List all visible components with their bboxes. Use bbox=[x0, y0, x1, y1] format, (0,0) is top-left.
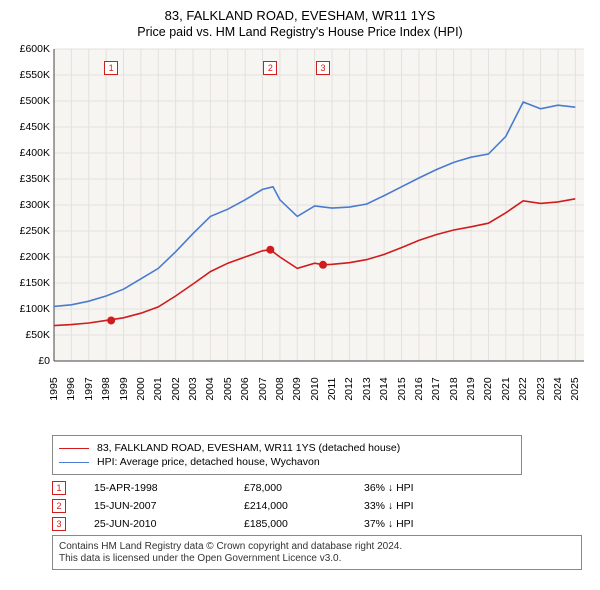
y-tick-label: £0 bbox=[12, 355, 50, 367]
sale-price: £214,000 bbox=[244, 500, 364, 512]
x-tick-label: 2000 bbox=[135, 377, 147, 400]
chart-sale-marker: 1 bbox=[104, 61, 118, 75]
y-tick-label: £100K bbox=[12, 303, 50, 315]
x-tick-label: 1998 bbox=[100, 377, 112, 400]
legend-swatch bbox=[59, 462, 89, 463]
chart-sale-marker: 2 bbox=[263, 61, 277, 75]
legend-label: HPI: Average price, detached house, Wych… bbox=[97, 456, 320, 468]
y-tick-label: £200K bbox=[12, 251, 50, 263]
x-tick-label: 2010 bbox=[309, 377, 321, 400]
x-tick-label: 2001 bbox=[152, 377, 164, 400]
x-tick-label: 2024 bbox=[552, 377, 564, 400]
legend-item: HPI: Average price, detached house, Wych… bbox=[59, 456, 515, 468]
x-tick-label: 2023 bbox=[535, 377, 547, 400]
sale-date: 15-APR-1998 bbox=[94, 482, 244, 494]
x-tick-label: 2002 bbox=[170, 377, 182, 400]
chart-subtitle: Price paid vs. HM Land Registry's House … bbox=[12, 25, 588, 39]
sales-table: 1 15-APR-1998£78,00036% ↓ HPI 2 15-JUN-2007… bbox=[52, 481, 588, 531]
chart-title: 83, FALKLAND ROAD, EVESHAM, WR11 1YS bbox=[12, 8, 588, 23]
x-tick-label: 2018 bbox=[448, 377, 460, 400]
x-tick-label: 1995 bbox=[48, 377, 60, 400]
x-tick-label: 1997 bbox=[83, 377, 95, 400]
sales-row: 2 15-JUN-2007£214,00033% ↓ HPI bbox=[52, 499, 588, 513]
x-tick-label: 1999 bbox=[118, 377, 130, 400]
sale-date: 15-JUN-2007 bbox=[94, 500, 244, 512]
y-tick-label: £450K bbox=[12, 121, 50, 133]
y-tick-label: £550K bbox=[12, 69, 50, 81]
legend-label: 83, FALKLAND ROAD, EVESHAM, WR11 1YS (de… bbox=[97, 442, 400, 454]
x-tick-label: 2003 bbox=[187, 377, 199, 400]
sale-marker: 2 bbox=[52, 499, 66, 513]
x-tick-label: 2013 bbox=[361, 377, 373, 400]
x-tick-label: 2004 bbox=[204, 377, 216, 400]
x-tick-label: 2025 bbox=[569, 377, 581, 400]
y-tick-label: £300K bbox=[12, 199, 50, 211]
x-tick-label: 2022 bbox=[517, 377, 529, 400]
sale-marker: 3 bbox=[52, 517, 66, 531]
x-tick-label: 2015 bbox=[396, 377, 408, 400]
sale-price: £78,000 bbox=[244, 482, 364, 494]
price-chart: £0 £50K £100K £150K £200K £250K £300K £350K £400… bbox=[12, 45, 588, 425]
sale-date: 25-JUN-2010 bbox=[94, 518, 244, 530]
y-tick-label: £150K bbox=[12, 277, 50, 289]
y-tick-label: £500K bbox=[12, 95, 50, 107]
legend: 83, FALKLAND ROAD, EVESHAM, WR11 1YS (de… bbox=[52, 435, 522, 475]
chart-sale-marker: 3 bbox=[316, 61, 330, 75]
x-tick-label: 2014 bbox=[378, 377, 390, 400]
sale-diff: 36% ↓ HPI bbox=[364, 482, 464, 494]
x-tick-label: 2019 bbox=[465, 377, 477, 400]
x-tick-label: 2011 bbox=[326, 378, 338, 401]
y-tick-label: £600K bbox=[12, 43, 50, 55]
footer-line: Contains HM Land Registry data © Crown c… bbox=[59, 541, 575, 552]
x-tick-label: 2005 bbox=[222, 377, 234, 400]
x-tick-label: 1996 bbox=[65, 377, 77, 400]
x-tick-label: 2016 bbox=[413, 377, 425, 400]
chart-svg bbox=[12, 45, 588, 425]
y-tick-label: £400K bbox=[12, 147, 50, 159]
sale-diff: 37% ↓ HPI bbox=[364, 518, 464, 530]
legend-swatch bbox=[59, 448, 89, 449]
footer-line: This data is licensed under the Open Gov… bbox=[59, 553, 575, 564]
legend-item: 83, FALKLAND ROAD, EVESHAM, WR11 1YS (de… bbox=[59, 442, 515, 454]
sale-marker: 1 bbox=[52, 481, 66, 495]
sales-row: 3 25-JUN-2010£185,00037% ↓ HPI bbox=[52, 517, 588, 531]
x-tick-label: 2007 bbox=[257, 377, 269, 400]
x-tick-label: 2020 bbox=[482, 377, 494, 400]
x-tick-label: 2017 bbox=[430, 377, 442, 400]
x-tick-label: 2009 bbox=[291, 377, 303, 400]
footer: Contains HM Land Registry data © Crown c… bbox=[52, 535, 582, 570]
y-tick-label: £350K bbox=[12, 173, 50, 185]
x-tick-label: 2012 bbox=[343, 377, 355, 400]
sales-row: 1 15-APR-1998£78,00036% ↓ HPI bbox=[52, 481, 588, 495]
y-tick-label: £50K bbox=[12, 329, 50, 341]
sale-diff: 33% ↓ HPI bbox=[364, 500, 464, 512]
x-tick-label: 2006 bbox=[239, 377, 251, 400]
sale-price: £185,000 bbox=[244, 518, 364, 530]
y-tick-label: £250K bbox=[12, 225, 50, 237]
x-tick-label: 2008 bbox=[274, 377, 286, 400]
x-tick-label: 2021 bbox=[500, 377, 512, 400]
